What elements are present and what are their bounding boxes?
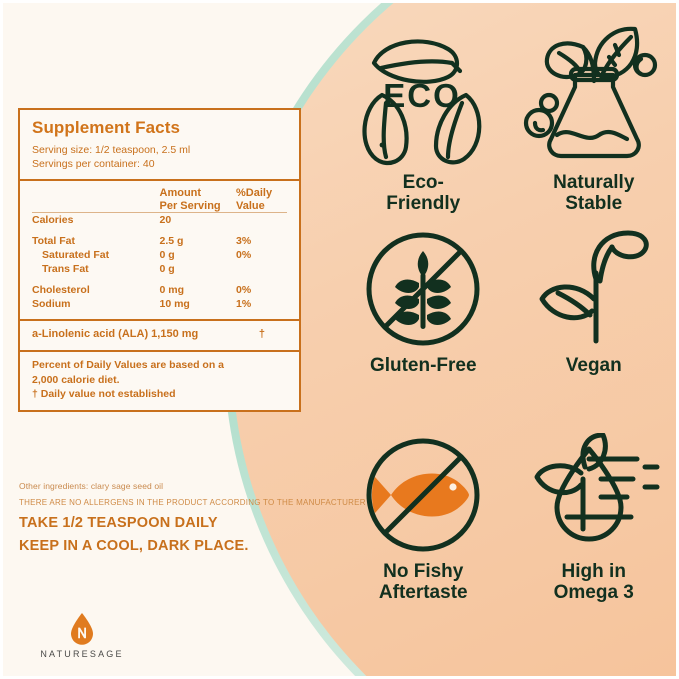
benefit-label-no-fishy-aftertaste: No Fishy Aftertaste — [379, 561, 468, 603]
no-fish-icon — [366, 438, 480, 552]
eco-leaves-icon: ECO — [362, 39, 482, 165]
benefit-item-eco-friendly: ECO Eco- Friendly — [338, 18, 509, 225]
table-header-row: Amount Per Serving %Daily Value — [32, 187, 287, 213]
header-amount-cell: Amount Per Serving — [159, 187, 236, 213]
other-ingredients-text: Other ingredients: clary sage seed oil — [19, 481, 164, 491]
table-row: Calories 20 — [32, 213, 287, 228]
row-dv: 0% — [236, 284, 252, 296]
eco-leaves-art: ECO — [348, 18, 498, 170]
benefit-item-high-in-omega-3: High in Omega 3 — [509, 431, 679, 638]
row-name: Sodium — [32, 298, 71, 310]
allergen-statement-text: THERE ARE NO ALLERGENS IN THE PRODUCT AC… — [19, 498, 366, 507]
benefit-item-naturally-stable: Naturally Stable — [509, 18, 679, 225]
brand-logo: NATURESAGE — [22, 612, 142, 659]
no-gluten-wheat-art — [361, 225, 485, 353]
serving-size-line: Serving size: 1/2 teaspoon, 2.5 ml — [32, 144, 191, 156]
row-name: Trans Fat — [42, 263, 89, 275]
footnote-line-1: Percent of Daily Values are based on a — [32, 359, 224, 371]
row-dv — [236, 213, 287, 228]
flask-plant-icon — [523, 26, 657, 159]
header-amount-line2: Per Serving — [159, 199, 221, 212]
footnote-section: Percent of Daily Values are based on a 2… — [20, 350, 299, 410]
no-gluten-wheat-icon — [366, 232, 480, 346]
table-row: Saturated Fat 0 g 0% — [32, 248, 287, 262]
footnote-line-3: † Daily value not established — [32, 388, 176, 400]
benefit-label-gluten-free: Gluten-Free — [370, 355, 477, 376]
omega-droplet-icon — [534, 433, 660, 542]
directions-take-text: TAKE 1/2 TEASPOON DAILY — [19, 515, 218, 531]
vegan-sprout-icon — [539, 230, 649, 344]
ala-row: † a-Linolenic acid (ALA) 1,150 mg — [32, 327, 287, 342]
table-row: Total Fat 2.5 g 3% — [32, 227, 287, 248]
label-line-1: High in — [561, 561, 626, 583]
facts-header-section: Supplement Facts Serving size: 1/2 teasp… — [20, 110, 299, 179]
label-line-2: Omega 3 — [553, 582, 634, 604]
row-dv: 1% — [236, 298, 252, 310]
header-amount-line1: Amount — [159, 187, 202, 199]
ala-section: † a-Linolenic acid (ALA) 1,150 mg — [20, 319, 299, 350]
nutrition-table-section: Amount Per Serving %Daily Value Calories… — [20, 179, 299, 319]
benefit-item-vegan: Vegan — [509, 225, 679, 432]
brand-name: NATURESAGE — [40, 649, 124, 659]
table-row: Sodium 10 mg 1% — [32, 297, 287, 311]
benefit-item-no-fishy-aftertaste: No Fishy Aftertaste — [338, 431, 509, 638]
label-line-2: Stable — [565, 193, 623, 214]
row-amount: 20 — [159, 214, 172, 226]
directions-store-text: KEEP IN A COOL, DARK PLACE. — [19, 538, 249, 554]
label-line-1: Eco- — [402, 172, 444, 193]
nutrition-table: Amount Per Serving %Daily Value Calories… — [32, 187, 287, 311]
label-line-2: Friendly — [386, 193, 461, 214]
ala-dagger: † — [258, 328, 265, 340]
servings-per-container-line: Servings per container: 40 — [32, 158, 155, 170]
row-name: Calories — [32, 214, 74, 226]
eco-badge-text: ECO — [383, 77, 461, 114]
benefit-label-vegan: Vegan — [566, 355, 622, 376]
header-dv-line1: %Daily — [236, 187, 273, 199]
label-line-1: Gluten-Free — [369, 354, 477, 376]
no-fish-art — [361, 431, 485, 559]
flask-plant-art — [519, 18, 669, 170]
row-amount: 0 g — [159, 249, 175, 261]
label-line-2: Aftertaste — [378, 582, 468, 604]
benefit-label-eco-friendly: Eco- Friendly — [386, 172, 460, 214]
row-dv — [236, 262, 287, 276]
ala-text: a-Linolenic acid (ALA) 1,150 mg — [32, 328, 199, 340]
benefit-item-gluten-free: Gluten-Free — [338, 225, 509, 432]
supplement-facts-panel: Supplement Facts Serving size: 1/2 teasp… — [18, 108, 301, 412]
vegan-sprout-art — [532, 225, 656, 353]
droplet-n-logo-icon — [71, 613, 93, 645]
row-amount: 10 mg — [159, 298, 190, 310]
header-blank-cell — [32, 187, 160, 213]
header-dv-line2: Value — [236, 199, 265, 212]
page-title: Supplement Facts — [32, 118, 181, 137]
benefit-label-high-in-omega-3: High in Omega 3 — [554, 561, 634, 603]
label-line-1: Naturally — [553, 172, 635, 193]
row-dv: 0% — [236, 249, 252, 261]
table-row: Cholesterol 0 mg 0% — [32, 276, 287, 297]
footnote-line-2: 2,000 calorie diet. — [32, 373, 120, 386]
row-amount: 0 g — [159, 263, 175, 275]
row-name: Total Fat — [32, 235, 75, 247]
row-dv: 3% — [236, 235, 252, 247]
row-amount: 2.5 g — [159, 235, 184, 247]
row-amount: 0 mg — [159, 284, 185, 296]
header-dailyvalue-cell: %Daily Value — [236, 187, 287, 213]
row-name: Saturated Fat — [42, 249, 110, 261]
label-line-1: No Fishy — [383, 561, 464, 583]
table-row: Trans Fat 0 g — [32, 262, 287, 276]
benefit-icon-grid: ECO Eco- Friendly — [338, 18, 679, 638]
omega-droplet-art — [527, 431, 661, 559]
label-line-1: Vegan — [565, 354, 622, 376]
row-name: Cholesterol — [32, 284, 90, 296]
benefit-label-naturally-stable: Naturally Stable — [553, 172, 634, 214]
